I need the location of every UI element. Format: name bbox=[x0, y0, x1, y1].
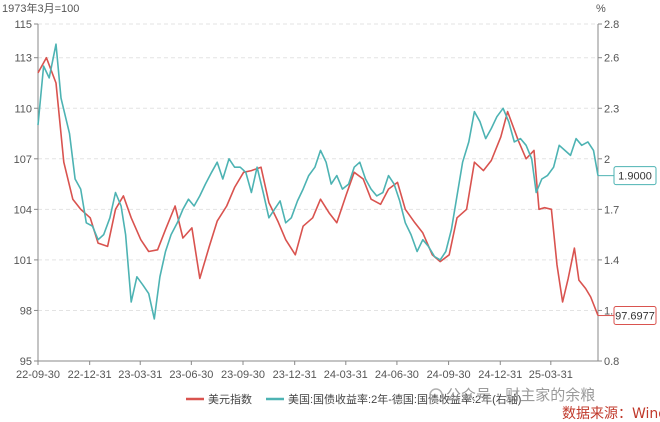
left-y-tick-label: 110 bbox=[14, 103, 32, 115]
right-y-tick-label: 2.3 bbox=[604, 103, 619, 115]
axes bbox=[34, 23, 602, 365]
legend-item-usd-index[interactable]: 美元指数 bbox=[186, 392, 252, 406]
right-axis-unit: % bbox=[596, 3, 606, 15]
x-tick-label: 24-03-31 bbox=[324, 369, 368, 381]
x-tick-label: 22-09-30 bbox=[16, 369, 60, 381]
right-y-tick-label: 0.8 bbox=[604, 356, 619, 368]
x-tick-label: 22-12-31 bbox=[68, 369, 112, 381]
end-label-value: 97.6977 bbox=[615, 311, 655, 323]
grid-lines bbox=[38, 23, 598, 362]
right-y-tick-label: 1.7 bbox=[604, 204, 619, 216]
left-y-tick-label: 107 bbox=[14, 154, 32, 166]
left-y-tick-label: 98 bbox=[20, 305, 32, 317]
series-layer bbox=[37, 43, 599, 320]
x-tick-label: 23-09-30 bbox=[221, 369, 265, 381]
left-y-tick-label: 95 bbox=[20, 356, 32, 368]
x-tick-label: 23-12-31 bbox=[273, 369, 317, 381]
x-tick-label: 24-06-30 bbox=[375, 369, 419, 381]
right-y-tick-label: 2.8 bbox=[604, 19, 619, 31]
end-labels: 97.6977 1.9000 bbox=[598, 166, 657, 326]
left-y-tick-label: 115 bbox=[14, 19, 32, 31]
end-label-box bbox=[613, 306, 657, 326]
watermark: 公众号 · 财主家的余粮 bbox=[429, 386, 595, 404]
series-line-yield-spread bbox=[37, 43, 599, 320]
data-source: 数据来源：Wind bbox=[562, 406, 660, 422]
left-y-tick-label: 104 bbox=[14, 204, 32, 216]
end-label-box bbox=[613, 166, 657, 186]
legend[interactable]: 美元指数 美国:国债收益率:2年-德国:国债收益率:2年(右轴) bbox=[186, 392, 521, 406]
x-tick-label: 24-12-31 bbox=[478, 369, 522, 381]
series-line-usd-index bbox=[37, 56, 599, 316]
wechat-icon bbox=[429, 388, 443, 402]
legend-item-yield-spread[interactable]: 美国:国债收益率:2年-德国:国债收益率:2年(右轴) bbox=[266, 392, 521, 406]
left-y-tick-labels: 95 98 101 104 107 110 113 115 bbox=[14, 19, 32, 368]
end-label-value: 1.9000 bbox=[618, 171, 652, 183]
right-y-tick-label: 2.6 bbox=[604, 53, 619, 65]
x-tick-label: 23-03-31 bbox=[118, 369, 162, 381]
right-y-tick-label: 2 bbox=[604, 154, 610, 166]
legend-label: 美元指数 bbox=[208, 392, 252, 406]
x-tick-label: 25-03-31 bbox=[529, 369, 573, 381]
left-y-tick-label: 101 bbox=[14, 255, 32, 267]
x-tick-labels: 22-09-30 22-12-31 23-03-31 23-06-30 23-09-30… bbox=[16, 369, 573, 381]
legend-label: 美国:国债收益率:2年-德国:国债收益率:2年(右轴) bbox=[288, 392, 521, 406]
left-axis-unit: 1973年3月=100 bbox=[2, 1, 79, 15]
x-tick-label: 24-09-30 bbox=[427, 369, 471, 381]
watermark-text: 公众号 · 财主家的余粮 bbox=[446, 386, 595, 404]
left-y-tick-label: 113 bbox=[14, 53, 32, 65]
right-y-tick-label: 1.4 bbox=[604, 255, 619, 267]
x-tick-label: 23-06-30 bbox=[169, 369, 213, 381]
